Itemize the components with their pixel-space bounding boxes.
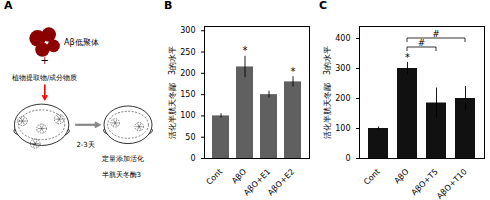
- svg-text:400: 400: [335, 34, 350, 43]
- html-text:A: A: [4, 0, 13, 12]
- svg-text:#: #: [432, 29, 440, 39]
- svg-text:#: #: [418, 38, 426, 48]
- svg-text:50: 50: [185, 133, 195, 142]
- svg-text:AβO: AβO: [230, 167, 248, 185]
- svg-text:活化半胱天冬鄙 3的水平: 活化半胱天冬鄙 3的水平: [168, 46, 177, 139]
- svg-text:0: 0: [190, 154, 195, 163]
- svg-text:100: 100: [180, 111, 195, 120]
- svg-text:定量添加活化: 定量添加活化: [102, 155, 144, 163]
- svg-text:250: 250: [180, 48, 195, 57]
- svg-text:200: 200: [335, 94, 350, 103]
- svg-text:AβO+E2: AβO+E2: [266, 167, 296, 197]
- svg-text:150: 150: [180, 90, 195, 99]
- svg-text:AβO: AβO: [392, 167, 410, 185]
- svg-text:100: 100: [335, 124, 350, 133]
- svg-text:植物提取物/成分物质: 植物提取物/成分物质: [12, 74, 77, 82]
- html-text:C: C: [319, 0, 328, 12]
- svg-text:0: 0: [345, 154, 350, 163]
- svg-text:Cont: Cont: [205, 167, 225, 187]
- svg-text:Aβ低聚体: Aβ低聚体: [64, 38, 99, 47]
- svg-text:AβO+T10: AβO+T10: [435, 167, 469, 200]
- svg-text:Cont: Cont: [362, 167, 382, 187]
- svg-text:AβO+T5: AβO+T5: [410, 167, 440, 197]
- svg-text:300: 300: [335, 64, 350, 73]
- svg-text:+: +: [41, 55, 49, 66]
- html-text:B: B: [164, 0, 173, 12]
- svg-text:300: 300: [180, 26, 195, 35]
- svg-text:AβO+E1: AβO+E1: [242, 167, 273, 198]
- svg-text:活化半胱天冬鄙 3的水平: 活化半胱天冬鄙 3的水平: [323, 46, 332, 139]
- svg-text:2-3天: 2-3天: [76, 141, 94, 149]
- svg-text:半胱天冬酶3: 半胱天冬酶3: [102, 171, 141, 179]
- svg-text:200: 200: [180, 69, 195, 78]
- svg-text:*: *: [405, 52, 410, 63]
- svg-text:*: *: [291, 66, 296, 77]
- svg-text:*: *: [243, 45, 248, 56]
